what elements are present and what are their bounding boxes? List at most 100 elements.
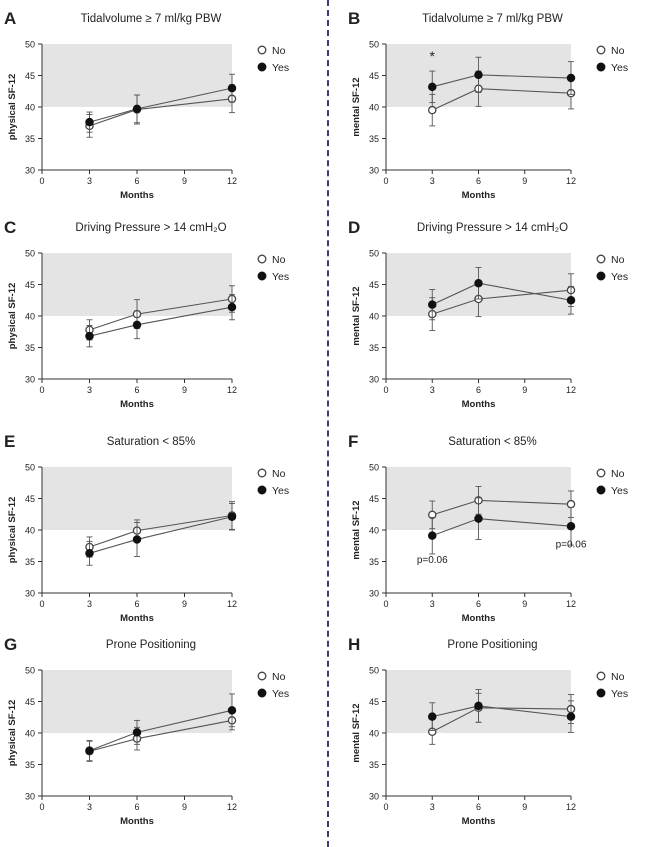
- y-axis-label: physical SF-12: [7, 497, 18, 564]
- series-yes: [85, 294, 237, 348]
- annotation: p=0.06: [556, 540, 587, 551]
- legend-marker: [257, 62, 267, 72]
- data-point: [227, 512, 237, 522]
- panel-d: D Driving Pressure > 14 cmH₂O 30 35 40 45 50 0 3…: [348, 218, 628, 410]
- legend-marker: [596, 485, 606, 495]
- legend-label: No: [611, 45, 625, 57]
- y-tick-label: 40: [25, 103, 35, 113]
- legend-label: No: [611, 468, 625, 480]
- data-point: [566, 295, 576, 305]
- y-axis-label: mental SF-12: [351, 500, 362, 559]
- panel-title: Tidalvolume ≥ 7 ml/kg PBW: [422, 13, 563, 25]
- panel-letter: C: [4, 218, 16, 237]
- panel-title: Tidalvolume ≥ 7 ml/kg PBW: [81, 13, 222, 25]
- y-tick-label: 50: [25, 249, 35, 259]
- legend-marker: [596, 45, 606, 55]
- panel-letter: A: [4, 9, 16, 28]
- panel-title: Driving Pressure > 14 cmH₂O: [417, 222, 568, 234]
- panel-c: C Driving Pressure > 14 cmH₂O 30 35 40 45 50 0 3…: [4, 218, 289, 410]
- x-tick-label: 0: [383, 385, 388, 395]
- data-point: [132, 320, 142, 330]
- data-point: [85, 117, 94, 127]
- y-tick-label: 30: [25, 589, 35, 599]
- x-tick-label: 9: [182, 802, 187, 812]
- data-point: [427, 82, 437, 92]
- legend-label: Yes: [272, 485, 289, 497]
- x-tick-label: 12: [227, 385, 237, 395]
- y-tick-label: 35: [25, 760, 35, 770]
- series-yes: [427, 267, 576, 321]
- y-tick-label: 40: [25, 312, 35, 322]
- data-point: [132, 535, 142, 544]
- data-point: [566, 499, 576, 509]
- y-axis-label: physical SF-12: [7, 283, 18, 350]
- panel-letter: F: [348, 432, 358, 451]
- x-tick-label: 3: [430, 385, 435, 395]
- y-axis-label: mental SF-12: [351, 703, 362, 762]
- x-tick-label: 6: [476, 599, 481, 609]
- x-tick-label: 0: [383, 599, 388, 609]
- legend-marker: [596, 271, 606, 281]
- legend-marker: [257, 45, 267, 55]
- y-tick-label: 30: [369, 792, 379, 802]
- x-tick-label: 12: [566, 599, 576, 609]
- x-tick-label: 9: [182, 599, 187, 609]
- panel-title: Prone Positioning: [106, 639, 196, 651]
- legend-label: No: [611, 671, 625, 683]
- y-tick-label: 35: [369, 760, 379, 770]
- x-tick-label: 0: [383, 176, 388, 186]
- panel-title: Driving Pressure > 14 cmH₂O: [75, 222, 226, 234]
- data-point: [85, 331, 94, 341]
- y-tick-label: 40: [369, 729, 379, 739]
- x-tick-label: 0: [39, 385, 44, 395]
- x-axis-label: Months: [120, 399, 154, 410]
- panel-title: Saturation < 85%: [448, 436, 537, 448]
- y-tick-label: 45: [25, 71, 35, 81]
- y-tick-label: 40: [369, 103, 379, 113]
- data-point: [566, 73, 576, 83]
- y-tick-label: 40: [25, 729, 35, 739]
- x-tick-label: 3: [87, 599, 92, 609]
- panel-letter: G: [4, 635, 17, 654]
- legend-label: No: [272, 45, 286, 57]
- x-tick-label: 12: [227, 176, 237, 186]
- y-tick-label: 50: [25, 666, 35, 676]
- x-tick-label: 6: [134, 385, 139, 395]
- x-tick-label: 3: [430, 599, 435, 609]
- y-tick-label: 45: [369, 280, 379, 290]
- y-tick-label: 50: [369, 666, 379, 676]
- annotation: p=0.06: [417, 555, 448, 566]
- x-axis-label: Months: [120, 816, 154, 827]
- data-point: [227, 83, 237, 93]
- x-axis-label: Months: [462, 613, 496, 624]
- legend-label: Yes: [611, 271, 628, 283]
- y-tick-label: 30: [369, 589, 379, 599]
- legend-label: Yes: [272, 62, 289, 74]
- legend-marker: [596, 468, 606, 478]
- data-point: [427, 300, 437, 309]
- legend-marker: [257, 271, 267, 281]
- x-axis-label: Months: [120, 190, 154, 201]
- legend-marker: [257, 254, 267, 264]
- y-tick-label: 50: [369, 40, 379, 50]
- data-point: [427, 712, 437, 721]
- y-tick-label: 45: [369, 494, 379, 504]
- y-tick-label: 35: [369, 557, 379, 567]
- legend-label: No: [272, 468, 286, 480]
- panel-e: E Saturation < 85% 30 35 40 45 50 0 3 6 9 12 Months p…: [4, 432, 289, 624]
- y-tick-label: 30: [369, 166, 379, 176]
- data-point: [227, 706, 237, 715]
- legend-marker: [596, 671, 606, 681]
- legend-marker: [257, 688, 267, 698]
- y-axis-label: physical SF-12: [7, 700, 18, 767]
- data-point: [474, 514, 483, 523]
- y-tick-label: 45: [369, 71, 379, 81]
- y-tick-label: 35: [25, 343, 35, 353]
- y-axis-label: mental SF-12: [351, 286, 362, 345]
- y-tick-label: 35: [25, 134, 35, 144]
- panel-title: Saturation < 85%: [107, 436, 196, 448]
- panel-a: A Tidalvolume ≥ 7 ml/kg PBW 30 35 40 45 50 0 3 6 9…: [4, 9, 289, 201]
- x-tick-label: 3: [87, 176, 92, 186]
- x-tick-label: 6: [134, 802, 139, 812]
- y-tick-label: 40: [369, 312, 379, 322]
